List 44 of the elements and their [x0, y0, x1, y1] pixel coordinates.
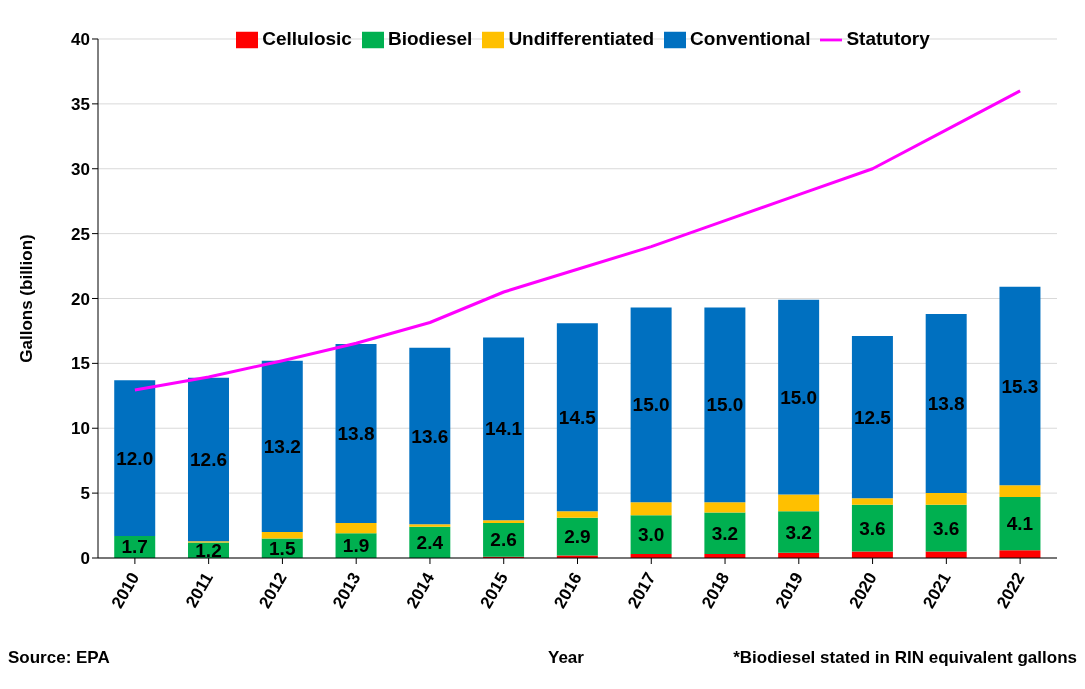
source-note: Source: EPA: [8, 648, 110, 668]
data-label: 12.0: [116, 447, 154, 469]
data-label: 3.0: [637, 524, 665, 546]
data-label: 13.6: [411, 425, 449, 447]
x-axis-title: Year: [548, 648, 584, 668]
y-tick-label: 20: [71, 289, 90, 309]
data-label: 14.1: [485, 418, 523, 440]
data-label: 15.3: [1001, 375, 1039, 397]
y-tick-label: 10: [71, 419, 90, 439]
y-tick-label: 40: [71, 30, 90, 50]
data-label: 13.8: [927, 393, 965, 415]
data-label: 1.9: [342, 535, 370, 557]
data-label: 14.5: [558, 406, 597, 428]
legend-label: Undifferentiated: [508, 28, 655, 49]
text: *Biodiesel stated in RIN equivalent gallons: [733, 648, 1077, 668]
data-label: 13.2: [263, 435, 301, 457]
data-label: 15.0: [632, 394, 670, 416]
data-label: 3.2: [711, 522, 739, 544]
data-label: 2.9: [564, 526, 591, 548]
data-label: 2.4: [416, 531, 444, 553]
data-label: 2.6: [490, 529, 517, 551]
data-label: 12.6: [190, 448, 227, 470]
data-label: 1.7: [121, 536, 148, 558]
y-tick-label: 5: [80, 484, 90, 504]
legend-label: Conventional: [690, 28, 811, 49]
data-label: 4.1: [1006, 513, 1034, 535]
data-label: 1.2: [195, 539, 222, 561]
data-label: 3.6: [932, 517, 960, 539]
y-tick-label: 0: [80, 549, 90, 569]
legend-label: Biodiesel: [387, 28, 473, 49]
y-tick-label: 30: [71, 159, 90, 179]
y-tick-label: 25: [71, 224, 90, 244]
data-label: 15.0: [706, 394, 744, 416]
y-tick-label: 15: [71, 354, 90, 374]
data-label: 13.8: [337, 422, 375, 444]
data-label: 15.0: [780, 386, 818, 408]
legend-label: Statutory: [846, 28, 930, 49]
y-tick-label: 35: [71, 94, 90, 114]
data-label: 1.5: [269, 537, 296, 559]
data-label: 12.5: [853, 406, 892, 428]
data-label: 3.6: [859, 517, 886, 539]
data-label: 3.2: [785, 521, 812, 543]
legend-label: Cellulosic: [262, 28, 352, 49]
y-axis-title: Gallons (billion): [17, 234, 37, 363]
